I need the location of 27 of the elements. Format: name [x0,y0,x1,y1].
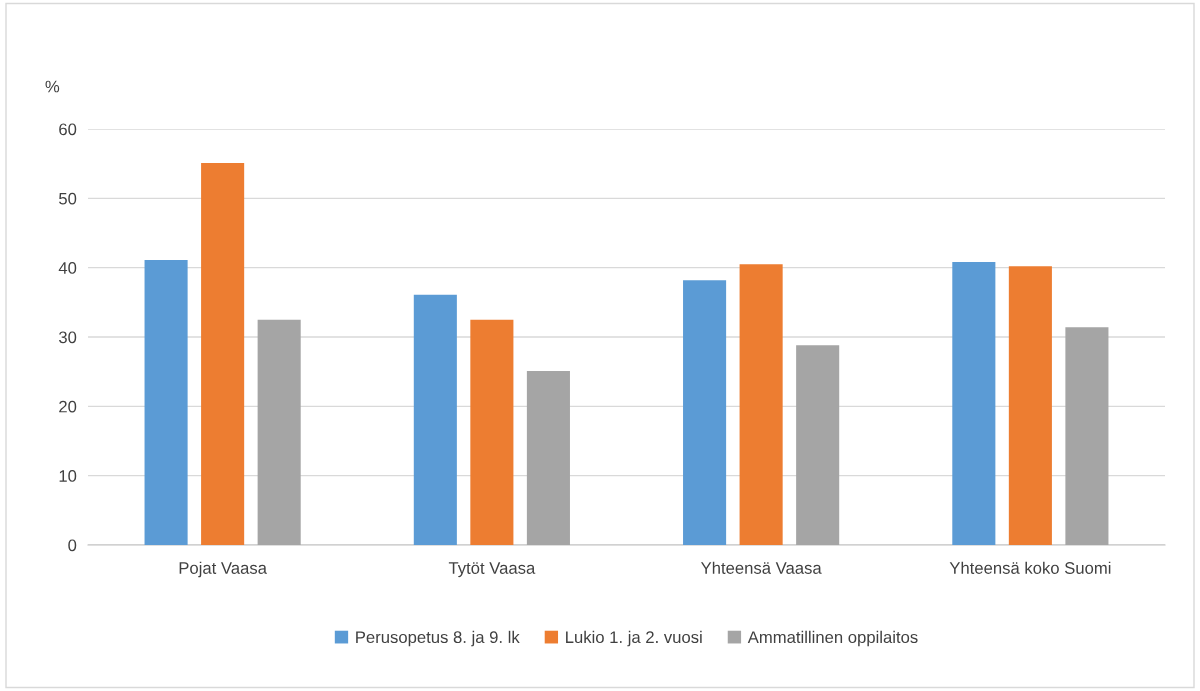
x-tick-label: Yhteensä Vaasa [700,561,822,574]
y-tick-label: 50 [59,192,77,205]
bar [470,319,514,545]
y-tick-label: 0 [68,539,77,552]
bar [413,294,457,545]
bar [1065,327,1109,545]
bar [526,370,570,545]
y-axis-title: % [45,80,60,93]
bar [144,260,188,545]
y-tick-label: 10 [59,470,77,482]
x-tick-label: Pojat Vaasa [179,561,267,578]
x-tick-label: Yhteensä koko Suomi [949,561,1111,574]
legend-label: Perusopetus 8. ja 9. lk [356,630,520,647]
bar [952,262,996,545]
bar [257,319,301,545]
bar [201,162,245,545]
bar [1008,266,1052,545]
legend-label: Lukio 1. ja 2. vuosi [566,630,702,647]
bar [683,280,727,545]
bar [796,345,840,545]
y-tick-label: 40 [58,262,77,274]
legend-label: Ammatillinen oppilaitos [747,630,918,647]
y-tick-label: 20 [59,400,77,413]
bar [739,264,783,545]
y-tick-label: 30 [58,331,77,344]
x-tick-label: Tytöt Vaasa [448,562,536,578]
y-tick-label: 60 [59,123,77,136]
